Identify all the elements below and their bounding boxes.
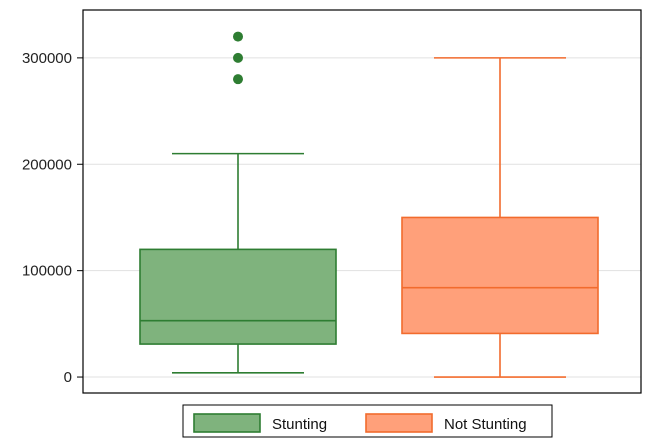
iqr-box-stunting [139, 248, 337, 345]
legend-swatch-not-stunting [365, 413, 433, 433]
outlier-stunting-2 [233, 52, 243, 63]
box-not-stunting [401, 57, 599, 378]
y-tick-label-200000: 200000 [22, 156, 72, 173]
box-stunting [139, 31, 337, 374]
outlier-stunting-3 [233, 31, 243, 42]
legend-swatch-stunting [193, 413, 261, 433]
outlier-stunting-1 [233, 74, 243, 85]
y-tick-label-100000: 100000 [22, 263, 72, 280]
plot-frame [82, 9, 642, 394]
legend-label-stunting: Stunting [272, 416, 327, 433]
y-tick-label-0: 0 [64, 369, 72, 386]
box-layer [139, 31, 599, 378]
legend: Stunting Not Stunting [182, 404, 553, 438]
y-axis: 0 100000 200000 300000 [22, 50, 83, 386]
legend-label-not-stunting: Not Stunting [444, 416, 527, 433]
iqr-box-not-stunting [401, 216, 599, 335]
y-tick-label-300000: 300000 [22, 50, 72, 67]
